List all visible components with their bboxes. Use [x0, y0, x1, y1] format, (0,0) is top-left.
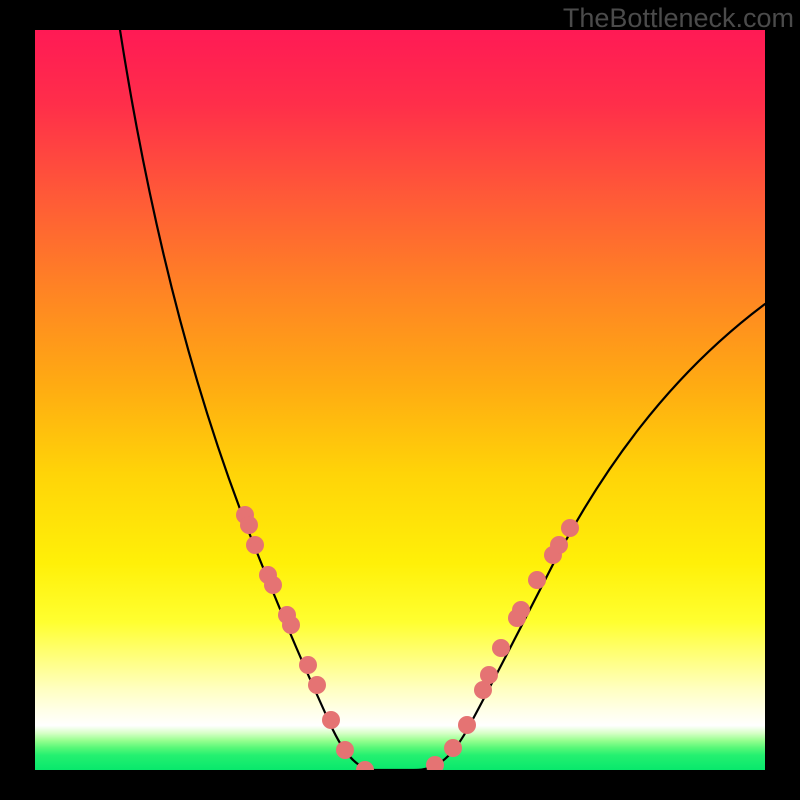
- curve-marker: [336, 741, 354, 759]
- curve-marker: [299, 656, 317, 674]
- curve-marker: [492, 639, 510, 657]
- curve-marker: [322, 711, 340, 729]
- chart-stage: TheBottleneck.com: [0, 0, 800, 800]
- curve-marker: [444, 739, 462, 757]
- curve-marker: [308, 676, 326, 694]
- curve-marker: [561, 519, 579, 537]
- curve-marker: [246, 536, 264, 554]
- curve-marker: [426, 756, 444, 770]
- watermark-text: TheBottleneck.com: [563, 3, 794, 34]
- curve-marker: [512, 601, 530, 619]
- curve-marker: [282, 616, 300, 634]
- curve-marker: [458, 716, 476, 734]
- curve-marker: [264, 576, 282, 594]
- curve-marker: [480, 666, 498, 684]
- curve-marker: [550, 536, 568, 554]
- gradient-background: [35, 30, 765, 770]
- curve-marker: [240, 516, 258, 534]
- plot-area: [35, 30, 765, 770]
- curve-marker: [528, 571, 546, 589]
